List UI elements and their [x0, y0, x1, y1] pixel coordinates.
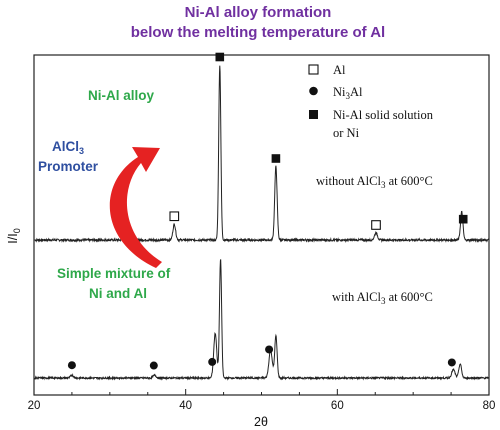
peak-marker-open-square-icon [169, 211, 180, 222]
legend-open-square-icon [308, 64, 319, 75]
peak-marker-filled-circle-icon [447, 358, 456, 367]
legend-label-al: Al [333, 63, 346, 77]
peak-marker-filled-square-icon [458, 214, 468, 224]
x-tick-label: 20 [28, 400, 41, 412]
x-axis-label: 2θ [254, 415, 268, 429]
curved-arrow-icon [109, 147, 162, 268]
title-line-2: below the melting temperature of Al [131, 24, 385, 41]
peak-marker-filled-circle-icon [149, 361, 158, 370]
title-line-1: Ni-Al alloy formation [185, 4, 332, 21]
legend-filled-circle-icon [309, 86, 318, 96]
condition-label-without: without AlCl3 at 600°C [316, 174, 433, 190]
peak-marker-filled-square-icon [271, 154, 281, 163]
x-tick-label: 40 [179, 400, 192, 412]
legend-label-ni3al: Ni3Al [333, 85, 363, 101]
legend: Al Ni3Al Ni-Al solid solution or Ni [308, 63, 434, 140]
plot-frame [33, 54, 490, 396]
peak-marker-filled-circle-icon [265, 345, 274, 354]
annotation-mixture-line-2: Ni and Al [89, 286, 147, 301]
annotation-promoter-word: Promoter [38, 159, 99, 174]
annotation-mixture-line-1: Simple mixture of [57, 266, 171, 281]
annotation-ni-al-alloy: Ni-Al alloy [88, 88, 155, 103]
y-axis-label: I/I0 [6, 228, 22, 243]
x-ticks-group: 20 40 60 80 [28, 389, 496, 412]
x-tick-label: 80 [483, 400, 496, 412]
legend-filled-square-icon [309, 110, 318, 119]
peak-marker-filled-circle-icon [67, 361, 76, 370]
legend-label-or-ni: or Ni [333, 126, 360, 140]
traces-group [34, 65, 489, 381]
xrd-trace-without-alcl3 [34, 65, 489, 244]
annotation-promoter-chem: AlCl3 [52, 139, 84, 156]
peak-marker-open-square-icon [371, 220, 381, 230]
peak-marker-filled-square-icon [215, 52, 225, 62]
legend-label-solid-solution: Ni-Al solid solution [333, 108, 434, 122]
condition-label-with: with AlCl3 at 600°C [332, 290, 433, 306]
peak-marker-filled-circle-icon [208, 357, 217, 366]
peak-markers-group [67, 52, 468, 370]
x-tick-label: 60 [331, 400, 344, 412]
xrd-trace-with-alcl3 [34, 259, 489, 381]
